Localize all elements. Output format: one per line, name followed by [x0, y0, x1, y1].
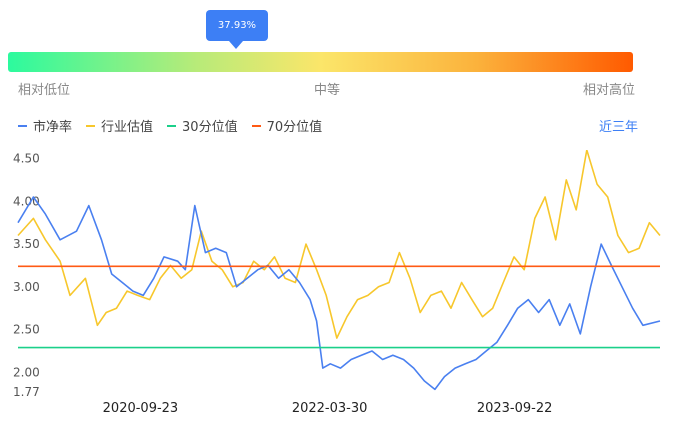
series-line-pb: [17, 196, 661, 391]
legend-item-p30[interactable]: 30分位值: [167, 116, 238, 135]
legend-label-p30: 30分位值: [182, 120, 238, 135]
percentile-gradient-bar: [8, 52, 633, 72]
y-tick-label: 3.00: [13, 280, 40, 294]
legend-label-p70: 70分位值: [266, 120, 323, 135]
high-level-label: 相对高位: [583, 83, 636, 98]
series-line-industry: [17, 150, 661, 339]
y-tick-label: 4.50: [13, 152, 40, 166]
x-tick-label: 2023-09-22: [477, 401, 553, 416]
legend-swatch-p70: [251, 124, 261, 127]
x-tick-label: 2022-03-30: [292, 401, 368, 416]
badge-pointer: [229, 41, 243, 49]
legend-swatch-p30: [167, 124, 177, 127]
legend-item-industry[interactable]: 行业估值: [86, 116, 153, 135]
y-tick-label: 2.00: [13, 365, 40, 379]
percentile-value: 37.93%: [217, 20, 257, 31]
percentile-badge: 37.93%: [206, 10, 268, 41]
mid-level-label: 中等: [314, 83, 341, 98]
legend-swatch-industry: [86, 124, 96, 127]
low-level-label: 相对低位: [18, 83, 71, 98]
legend-item-pb[interactable]: 市净率: [18, 116, 72, 135]
chart-legend: 市净率 行业估值 30分位值 70分位值: [18, 116, 322, 135]
legend-label-industry: 行业估值: [101, 120, 154, 135]
time-range-selector[interactable]: 近三年: [599, 120, 639, 135]
legend-swatch-pb: [18, 124, 27, 127]
legend-label-pb: 市净率: [33, 120, 73, 135]
legend-item-p70[interactable]: 70分位值: [251, 116, 323, 135]
y-tick-label: 1.77: [13, 385, 40, 399]
y-tick-label: 3.50: [13, 237, 40, 251]
y-tick-label: 2.50: [13, 323, 40, 337]
x-tick-label: 2020-09-23: [103, 401, 179, 416]
